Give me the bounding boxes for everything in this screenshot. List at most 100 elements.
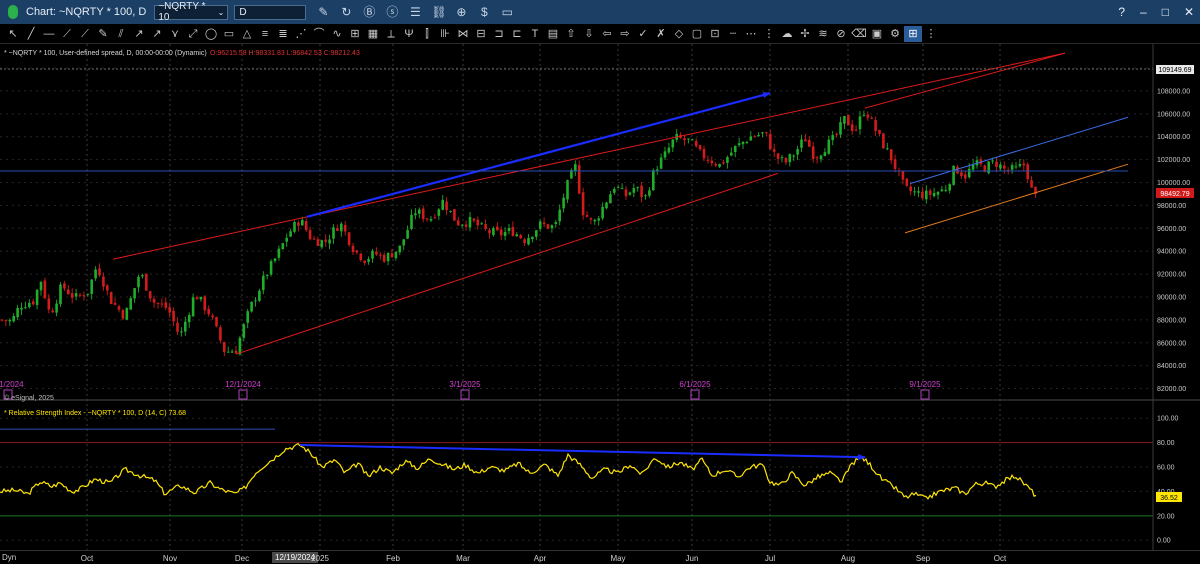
line-icon[interactable]: ╱: [27, 27, 35, 40]
up-arrow-icon[interactable]: ⇧: [566, 27, 576, 40]
extend-icon[interactable]: ⤢: [188, 27, 198, 40]
price-badge-last-text: 98492.79: [1160, 191, 1189, 198]
volume-icon[interactable]: ⊪: [440, 27, 450, 40]
candle-body: [367, 259, 370, 262]
triangle-icon[interactable]: △: [242, 27, 252, 40]
down-arrow-icon[interactable]: ⇩: [584, 27, 594, 40]
month-label: Jun: [685, 554, 699, 563]
magnet-icon[interactable]: ⊞: [904, 25, 922, 42]
period-input[interactable]: D: [234, 4, 307, 20]
note-icon[interactable]: ▤: [547, 27, 559, 40]
dynamic-label[interactable]: Dyn: [2, 553, 17, 562]
ruler-icon[interactable]: ⊏: [512, 27, 522, 40]
dash-icon[interactable]: ┄: [729, 27, 737, 40]
chevron-down-icon[interactable]: ⌄: [217, 7, 225, 17]
candle-body: [531, 236, 534, 240]
left-arrow-icon[interactable]: ⇦: [602, 27, 612, 40]
candle-body: [683, 138, 686, 141]
candle-body: [398, 245, 402, 253]
minimize-button[interactable]: –: [1140, 5, 1147, 19]
candle-body: [663, 151, 667, 158]
candle-body: [484, 223, 487, 229]
candle-body: [433, 217, 437, 219]
candle-body: [550, 225, 554, 229]
ray-icon[interactable]: ⟋: [63, 27, 71, 40]
target-icon[interactable]: ⊕: [456, 5, 467, 19]
erase-icon[interactable]: ⌫: [851, 27, 867, 40]
candle-body: [234, 350, 238, 354]
hide-icon[interactable]: ⊘: [836, 27, 846, 40]
candle-body: [624, 189, 628, 197]
cross-icon[interactable]: ✗: [656, 27, 666, 40]
maximize-button[interactable]: □: [1161, 5, 1169, 19]
fork-icon[interactable]: ⋎: [170, 27, 180, 40]
cycle-icon[interactable]: ∿: [332, 27, 342, 40]
candle-body: [82, 295, 86, 297]
candle-body: [519, 235, 522, 239]
bars-icon[interactable]: ⫿: [425, 27, 429, 40]
bar-style-icon[interactable]: Ⓑ: [363, 5, 376, 19]
candle-body: [98, 268, 101, 276]
arc-icon[interactable]: ⌒: [313, 27, 325, 40]
text-icon[interactable]: T: [531, 27, 539, 40]
properties-icon[interactable]: ⋮: [925, 27, 937, 40]
candle-body: [215, 317, 218, 327]
candle-body: [187, 314, 191, 323]
channel-icon[interactable]: ⫽: [118, 27, 124, 40]
pitchfork-icon[interactable]: Ψ: [404, 27, 414, 40]
right-arrow-icon[interactable]: ⇨: [620, 27, 630, 40]
candle-body: [858, 116, 862, 130]
price-label-icon[interactable]: ⊡: [710, 27, 720, 40]
price-badge-last: [1156, 188, 1194, 198]
align-icon[interactable]: ≋: [818, 27, 828, 40]
vline-icon[interactable]: ⋮: [763, 27, 775, 40]
zigzag-icon[interactable]: ⋈: [457, 27, 469, 40]
trendline-icon[interactable]: ⟋: [81, 27, 89, 40]
range-icon[interactable]: ⊐: [494, 27, 504, 40]
check-icon[interactable]: ✓: [638, 27, 648, 40]
fib-icon[interactable]: ≡: [261, 27, 269, 40]
help-button[interactable]: ?: [1118, 5, 1125, 19]
pencil-icon[interactable]: ✎: [318, 5, 329, 19]
ray-arrow-icon[interactable]: ↗: [152, 27, 162, 40]
candle-body: [55, 303, 58, 313]
star-icon[interactable]: ✢: [800, 27, 810, 40]
gann-icon[interactable]: ⊞: [350, 27, 360, 40]
arrow-line-icon[interactable]: ↗: [134, 27, 144, 40]
lines-icon[interactable]: ☰: [409, 5, 421, 19]
more-lines-icon[interactable]: ⋯: [745, 27, 757, 40]
weather-icon[interactable]: ☁: [781, 27, 793, 40]
candle-body: [324, 239, 327, 242]
layout-icon[interactable]: ▭: [501, 5, 514, 19]
rectangle-icon[interactable]: ▭: [223, 27, 235, 40]
refresh-icon[interactable]: ↻: [341, 5, 352, 19]
symbol-value: ~NQRTY * 10: [158, 1, 206, 23]
candle-body: [921, 191, 924, 199]
candle-body: [379, 254, 382, 256]
candle-body: [390, 253, 394, 258]
grid-icon[interactable]: ▦: [367, 27, 379, 40]
pen-icon[interactable]: ✎: [98, 27, 108, 40]
lock-icon[interactable]: ▣: [871, 27, 883, 40]
link-icon[interactable]: ⛓: [431, 5, 447, 19]
ellipse-icon[interactable]: ◯: [204, 27, 218, 40]
candle-body: [761, 132, 764, 134]
chart-area[interactable]: 9/1/2024 12/1/2024 3/1/2025 6/1/2025 9/1/202…: [0, 44, 1200, 550]
cursor-icon[interactable]: ↖: [8, 27, 18, 40]
close-button[interactable]: ✕: [1183, 5, 1194, 19]
dollar-icon[interactable]: $: [481, 5, 488, 19]
shapes-icon[interactable]: ◇: [674, 27, 684, 40]
candle-body: [242, 324, 246, 338]
hline-icon[interactable]: —: [43, 27, 55, 40]
symbol-input[interactable]: ~NQRTY * 10 ⌄: [154, 1, 229, 23]
study-icon[interactable]: ⓢ: [386, 5, 399, 19]
candle-body: [780, 157, 784, 159]
box-icon[interactable]: ▢: [691, 27, 703, 40]
measure-icon[interactable]: ⊟: [476, 27, 486, 40]
regression-icon[interactable]: ⟂: [387, 27, 395, 40]
candle-body: [499, 229, 503, 236]
settings-icon[interactable]: ⚙: [890, 27, 900, 40]
candle-body: [476, 219, 480, 226]
fib-fan-icon[interactable]: ⋰: [295, 27, 307, 40]
fib-ext-icon[interactable]: ≣: [278, 27, 288, 40]
